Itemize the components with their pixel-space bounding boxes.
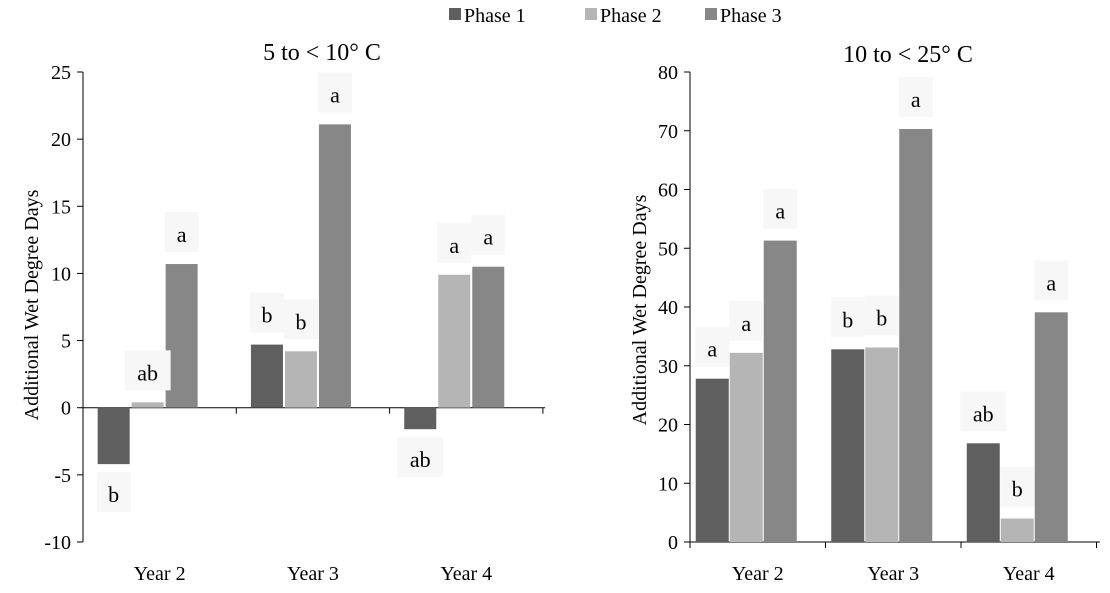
significance-label-phase-2-year-4: a [449,233,459,258]
bar-phase-1-year-2 [97,407,130,465]
y-tick-label-right: 0 [668,532,678,554]
annotation-box [960,391,1007,432]
bar-phase-2-year-3 [865,347,899,542]
bar-phase-2-year-4 [1000,518,1034,542]
legend-label-phase-2: Phase 2 [600,5,662,27]
bar-phase-1-year-2 [695,378,729,542]
y-tick-label-left: 20 [51,129,71,151]
chart-title-right: 10 to < 25° C [843,42,973,68]
annotation-box [763,188,798,229]
y-tick-label-left: -10 [44,532,71,554]
significance-label-phase-3-year-4: a [483,225,493,250]
chart-panel-right: 10 to < 25° C Additional Wet Degree Days 0… [629,42,1100,585]
bar-phase-3-year-3 [318,124,351,408]
bar-phase-2-year-2 [131,402,164,408]
annotation-box [1000,466,1035,507]
bar-phase-3-year-3 [899,128,933,543]
significance-label-phase-1-year-2: b [108,482,119,507]
y-tick-label-right: 20 [658,415,678,437]
annotation-box [124,350,171,391]
y-tick-label-right: 40 [658,297,678,319]
significance-label-phase-1-year-3: b [261,303,272,328]
bar-phase-3-year-4 [1034,312,1068,542]
significance-label-phase-1-year-4: ab [410,447,431,472]
annotation-box [471,214,506,255]
y-axis-label-right: Additional Wet Degree Days [629,194,651,425]
legend: Phase 1 Phase 2 Phase 3 [449,5,782,27]
annotation-box [729,300,764,341]
y-tick-label-right: 50 [658,238,678,260]
bar-phase-3-year-2 [763,240,797,543]
annotation-box [1034,260,1069,301]
significance-label-phase-2-year-3: b [876,306,887,331]
x-category-label-year-4: Year 4 [440,563,492,585]
y-tick-label-left: 0 [61,398,71,420]
significance-label-phase-2-year-3: b [295,309,306,334]
annotation-box [164,212,199,253]
x-category-label-year-3: Year 3 [287,563,339,585]
y-tick-label-left: 15 [51,196,71,218]
y-tick-label-right: 70 [658,121,678,143]
significance-label-phase-3-year-2: a [775,199,785,224]
significance-label-phase-3-year-3: a [911,87,921,112]
y-tick-label-left: 25 [51,62,71,84]
bar-phase-1-year-4 [966,443,1000,542]
bar-phase-3-year-4 [472,266,505,408]
x-category-label-year-4: Year 4 [1003,563,1055,585]
significance-label-phase-3-year-4: a [1046,270,1056,295]
bar-phase-1-year-3 [831,349,865,542]
annotation-box [898,76,933,117]
bar-phase-1-year-3 [250,344,283,408]
legend-swatch-phase-1 [449,8,461,20]
x-category-label-year-3: Year 3 [867,563,919,585]
bar-phase-2-year-3 [284,351,317,408]
annotation-box [830,297,865,338]
annotation-box [283,299,318,340]
y-tick-label-left: -5 [54,465,71,487]
annotation-box [96,472,131,513]
significance-label-phase-3-year-3: a [330,82,340,107]
significance-label-phase-2-year-2: a [741,311,751,336]
bar-phase-3-year-2 [165,264,198,408]
significance-label-phase-2-year-2: ab [137,360,158,385]
y-tick-label-left: 5 [61,331,71,353]
chart-title-left: 5 to < 10° C [263,40,381,66]
x-category-label-year-2: Year 2 [732,563,784,585]
significance-label-phase-1-year-4: ab [973,401,994,426]
y-axis-label-left: Additional Wet Degree Days [21,189,43,420]
legend-label-phase-1: Phase 1 [464,5,526,27]
significance-label-phase-3-year-2: a [177,222,187,247]
y-tick-label-right: 10 [658,473,678,495]
annotation-box [397,437,444,478]
y-tick-label-right: 30 [658,356,678,378]
y-tick-label-right: 80 [658,62,678,84]
significance-label-phase-2-year-4: b [1012,477,1023,502]
annotation-box [317,72,352,113]
legend-label-phase-3: Phase 3 [720,5,782,27]
annotation-box [249,292,284,333]
annotation-box [437,222,472,263]
significance-label-phase-1-year-2: a [707,337,717,362]
annotation-box [695,326,730,367]
bar-phase-1-year-4 [404,407,437,430]
y-tick-label-left: 10 [51,263,71,285]
bar-phase-2-year-2 [729,352,763,542]
annotation-box [864,295,899,336]
legend-swatch-phase-3 [705,8,717,20]
x-category-label-year-2: Year 2 [134,563,186,585]
y-tick-label-right: 60 [658,180,678,202]
significance-label-phase-1-year-3: b [842,307,853,332]
legend-swatch-phase-2 [585,8,597,20]
chart-panel-left: 5 to < 10° C Additional Wet Degree Days -1… [21,40,545,585]
bar-phase-2-year-4 [438,274,471,408]
